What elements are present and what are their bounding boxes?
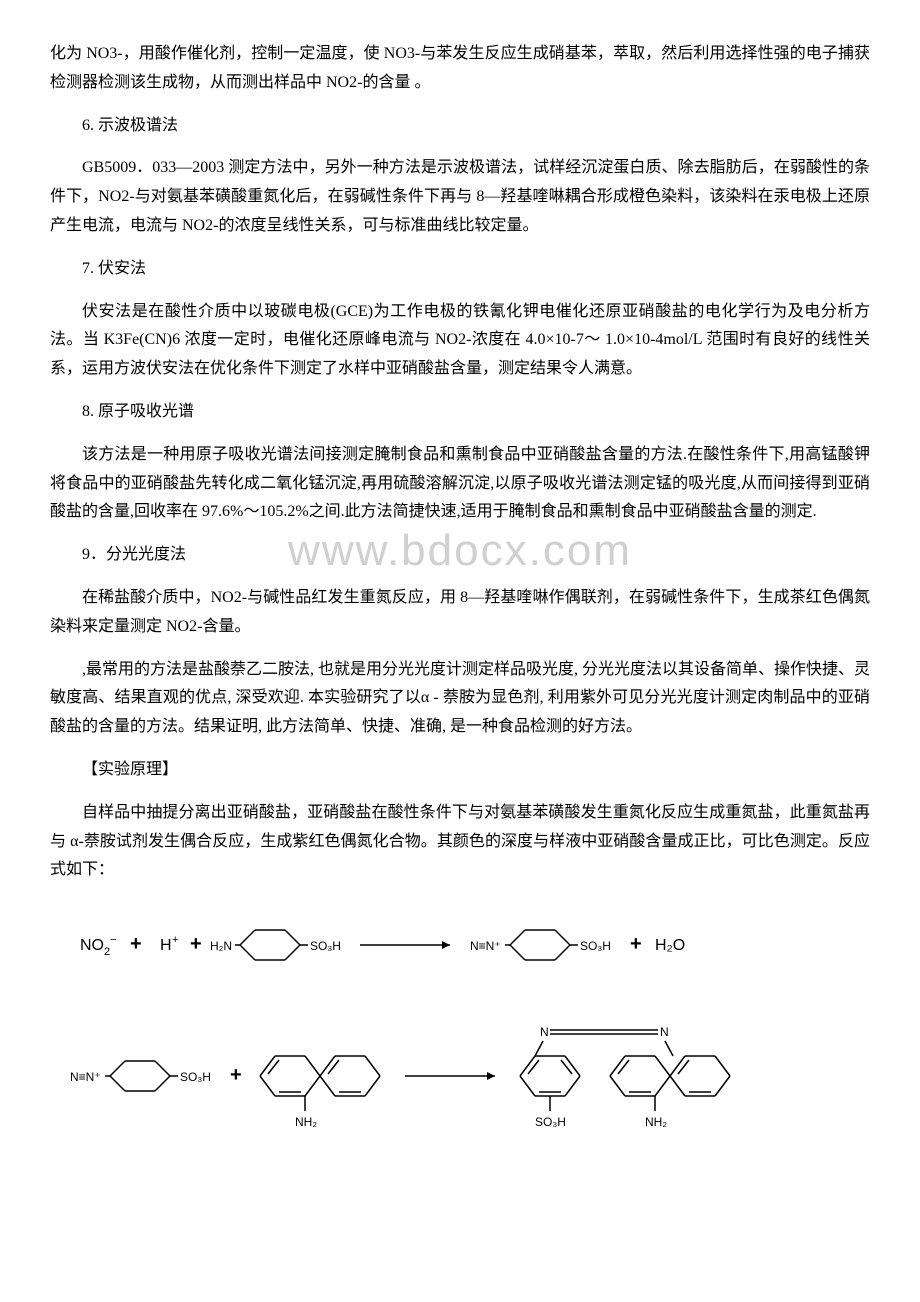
label-no2: NO [80, 937, 104, 954]
label-h2n: H₂N [210, 939, 232, 953]
arrowhead-1 [442, 941, 450, 949]
label-nn-1: N≡N⁺ [470, 939, 501, 953]
heading-6: 6. 示波极谱法 [50, 112, 870, 141]
benzene-1 [240, 930, 300, 960]
heading-experiment: 【实验原理】 [50, 756, 870, 785]
benzene-3 [110, 1061, 170, 1091]
label-h-plus: + [172, 934, 178, 946]
label-n-left: N [540, 1025, 549, 1039]
label-no2-sub: 2 [104, 946, 110, 958]
arrowhead-2 [487, 1072, 495, 1080]
label-nn-2: N≡N⁺ [70, 1070, 101, 1084]
plus-4: + [230, 1064, 242, 1086]
paragraph-9a: 在稀盐酸介质中，NO2-与碱性品红发生重氮反应，用 8—羟基喹啉作偶联剂，在弱碱… [50, 584, 870, 642]
heading-8: 8. 原子吸收光谱 [50, 398, 870, 427]
paragraph-9b: ,最常用的方法是盐酸萘乙二胺法, 也就是用分光光度计测定样品吸光度, 分光光度法… [50, 656, 870, 742]
plus-1: + [130, 933, 142, 955]
benzene-2 [510, 930, 570, 960]
plus-3: + [630, 933, 642, 955]
label-nh2-2: NH₂ [645, 1115, 667, 1129]
watermark-container: www.bdocx.com 该方法是一种用原子吸收光谱法间接测定腌制食品和熏制食… [50, 441, 870, 570]
naphthalene-2 [610, 1056, 730, 1096]
paragraph-7: 伏安法是在酸性介质中以玻碳电极(GCE)为工作电极的铁氰化钾电催化还原亚硝酸盐的… [50, 298, 870, 384]
label-h2o: H₂O [655, 937, 685, 954]
label-so3h-4: SO₃H [535, 1115, 566, 1129]
label-no2-minus: − [110, 934, 116, 946]
label-nh2-1: NH₂ [295, 1115, 317, 1129]
label-n-right: N [660, 1025, 669, 1039]
label-h: H [160, 937, 172, 954]
heading-7: 7. 伏安法 [50, 255, 870, 284]
paragraph-8: 该方法是一种用原子吸收光谱法间接测定腌制食品和熏制食品中亚硝酸盐含量的方法.在酸… [50, 441, 870, 527]
heading-9: 9．分光光度法 [50, 541, 870, 570]
benzene-4 [520, 1056, 580, 1096]
label-so3h-3: SO₃H [180, 1070, 211, 1084]
reaction-diagram-2: N≡N⁺ SO₃H + [50, 1016, 870, 1167]
label-so3h-1: SO₃H [310, 939, 341, 953]
label-so3h-2: SO₃H [580, 939, 611, 953]
paragraph-experiment: 自样品中抽提分离出亚硝酸盐，亚硝酸盐在酸性条件下与对氨基苯磺酸发生重氮化反应生成… [50, 799, 870, 885]
paragraph-6: GB5009．033—2003 测定方法中，另外一种方法是示波极谱法，试样经沉淀… [50, 154, 870, 240]
reaction-diagram-1: NO 2 − + H + + H₂N SO₃H N≡N⁺ [50, 905, 870, 996]
naphthalene-1 [260, 1056, 380, 1096]
intro-paragraph: 化为 NO3-，用酸作催化剂，控制一定温度，使 NO3-与苯发生反应生成硝基苯，… [50, 40, 870, 98]
plus-2: + [190, 933, 202, 955]
